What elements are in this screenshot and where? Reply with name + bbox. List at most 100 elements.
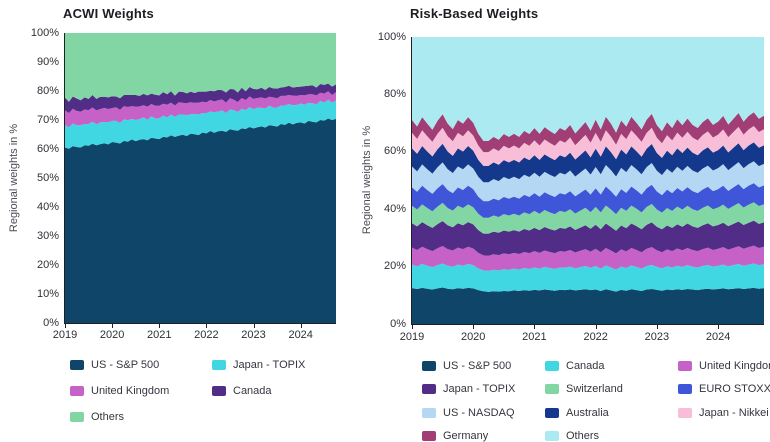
x-tick-label: 2019: [52, 329, 78, 341]
y-tick-label: 0%: [390, 317, 406, 330]
x-tick-label: 2023: [644, 331, 670, 343]
x-tick-label: 2020: [99, 329, 125, 341]
area-japan-topix: [65, 99, 336, 149]
y-tick-label: 60%: [383, 145, 406, 158]
acwi-weights-stacked-area-plot: [65, 33, 336, 323]
x-tick-mark: [534, 325, 536, 329]
legend-swatch-others: [545, 431, 559, 442]
legend-item-switzerland: Switzerland: [545, 378, 623, 402]
y-tick-label: 20%: [383, 260, 406, 273]
area-united-kingdom: [65, 91, 336, 128]
legend-item-japan-nikkei: Japan - Nikkei: [678, 401, 770, 425]
x-tick-label: 2022: [583, 331, 608, 343]
legend-item-canada: Canada: [212, 378, 305, 404]
area-us-s-p-500: [65, 118, 336, 323]
legend-item-japan-topix: Japan - TOPIX: [212, 352, 305, 378]
legend-label-us-s-p-500: US - S&P 500: [443, 359, 512, 372]
legend-label-others: Others: [91, 411, 125, 423]
legend-swatch-euro-stoxx: [678, 384, 692, 395]
area-australia: [412, 142, 764, 183]
legend-swatch-japan-topix: [422, 384, 436, 395]
x-tick-mark: [412, 325, 413, 329]
legend-label-euro-stoxx: EURO STOXX: [699, 383, 770, 396]
x-tick-mark: [253, 324, 255, 328]
legend-column: Japan - TOPIX Canada: [212, 352, 305, 404]
legend-label-united-kingdom: United Kingdom: [699, 359, 770, 372]
legend-label-others: Others: [566, 430, 600, 442]
area-us-s-p-500: [412, 287, 764, 324]
x-tick-label: 2021: [147, 329, 172, 341]
y-tick-label: 70%: [36, 113, 59, 126]
area-germany: [412, 112, 764, 153]
legend-column: United Kingdom EURO STOXX Japan - Nikkei: [678, 354, 770, 425]
legend-item-euro-stoxx: EURO STOXX: [678, 378, 770, 402]
legend-item-canada: Canada: [545, 354, 623, 378]
y-tick-label: 0%: [43, 316, 59, 329]
legend-item-us-s-p-500: US - S&P 500: [70, 352, 169, 378]
legend-swatch-us-s-p-500: [70, 360, 84, 370]
x-axis-spine: [411, 324, 764, 325]
area-others: [412, 37, 764, 141]
x-tick-label: 2022: [194, 329, 219, 341]
x-tick-label: 2021: [522, 331, 547, 343]
x-tick-mark: [300, 324, 302, 328]
y-tick-label: 30%: [36, 229, 59, 242]
y-tick-label: 60%: [36, 142, 59, 155]
y-axis-spine: [411, 37, 412, 325]
legend-column: US - S&P 500 United Kingdom Others: [70, 352, 169, 430]
legend-label-united-kingdom: United Kingdom: [91, 385, 170, 397]
x-tick-mark: [112, 324, 114, 328]
area-switzerland: [412, 202, 764, 234]
y-tick-label: 40%: [383, 202, 406, 215]
legend-item-us-nasdaq: US - NASDAQ: [422, 401, 515, 425]
x-tick-label: 2023: [241, 329, 266, 341]
y-tick-label: 80%: [36, 84, 59, 97]
legend-swatch-united-kingdom: [70, 386, 84, 396]
area-japan-topix: [412, 220, 764, 256]
y-tick-label: 80%: [383, 87, 406, 100]
x-tick-mark: [595, 325, 597, 329]
legend-swatch-switzerland: [545, 384, 559, 395]
legend-item-germany: Germany: [422, 425, 515, 442]
legend-item-united-kingdom: United Kingdom: [70, 378, 169, 404]
legend-swatch-japan-nikkei: [678, 407, 692, 418]
legend-swatch-australia: [545, 407, 559, 418]
legend-swatch-germany: [422, 431, 436, 442]
x-tick-mark: [206, 324, 208, 328]
legend-label-canada: Canada: [233, 385, 272, 397]
legend-swatch-us-s-p-500: [422, 360, 436, 371]
x-tick-mark: [718, 325, 720, 329]
y-axis-spine: [64, 33, 65, 324]
legend-swatch-canada: [212, 386, 226, 396]
legend-label-japan-topix: Japan - TOPIX: [443, 383, 516, 396]
area-euro-stoxx: [412, 183, 764, 218]
x-tick-label: 2024: [288, 329, 313, 341]
legend-swatch-us-nasdaq: [422, 407, 436, 418]
x-tick-mark: [656, 325, 658, 329]
x-tick-mark: [159, 324, 161, 328]
area-others: [65, 33, 336, 102]
legend-label-us-s-p-500: US - S&P 500: [91, 359, 160, 371]
y-tick-label: 20%: [36, 258, 59, 271]
legend-label-japan-topix: Japan - TOPIX: [233, 359, 306, 371]
legend-item-others: Others: [545, 425, 623, 442]
risk-based-weights-stacked-area-plot: [412, 37, 764, 324]
legend-swatch-united-kingdom: [678, 360, 692, 371]
y-tick-label: 90%: [36, 55, 59, 68]
legend-item-others: Others: [70, 404, 169, 430]
legend-item-australia: Australia: [545, 401, 623, 425]
legend-swatch-japan-topix: [212, 360, 226, 370]
area-us-nasdaq: [412, 161, 764, 202]
area-canada: [65, 83, 336, 114]
y-tick-label: 40%: [36, 200, 59, 213]
legend-label-canada: Canada: [566, 359, 605, 372]
legend-label-germany: Germany: [443, 430, 489, 442]
risk-chart-title: Risk-Based Weights: [410, 6, 539, 21]
legend-item-japan-topix: Japan - TOPIX: [422, 378, 515, 402]
acwi-chart-title: ACWI Weights: [63, 6, 154, 21]
y-tick-label: 100%: [30, 26, 59, 39]
legend-item-united-kingdom: United Kingdom: [678, 354, 770, 378]
y-tick-label: 10%: [36, 287, 59, 300]
